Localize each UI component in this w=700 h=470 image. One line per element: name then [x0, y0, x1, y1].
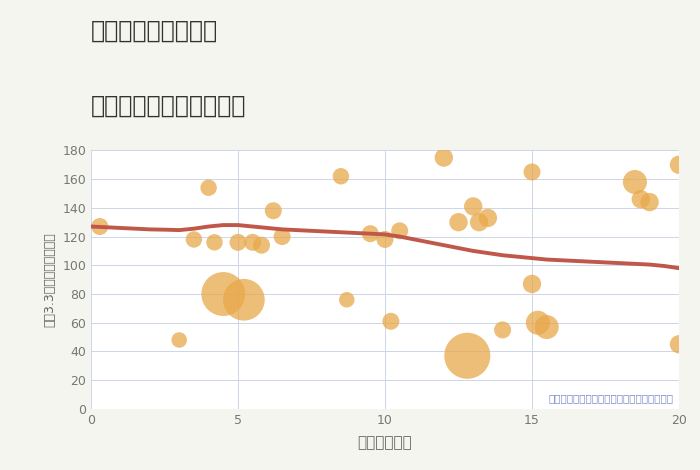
X-axis label: 駅距離（分）: 駅距離（分）	[358, 435, 412, 450]
Point	[644, 198, 655, 206]
Y-axis label: 坪（3.3㎡）単価（万円）: 坪（3.3㎡）単価（万円）	[43, 232, 57, 327]
Point	[247, 239, 258, 246]
Point	[276, 233, 288, 240]
Point	[468, 203, 479, 210]
Point	[394, 227, 405, 235]
Point	[238, 296, 249, 304]
Point	[365, 230, 376, 237]
Point	[473, 219, 484, 226]
Point	[673, 161, 685, 169]
Point	[673, 340, 685, 348]
Point	[541, 323, 552, 331]
Text: 千葉県船橋市栄町の: 千葉県船橋市栄町の	[91, 19, 218, 43]
Point	[385, 318, 396, 325]
Point	[497, 326, 508, 334]
Point	[94, 223, 106, 230]
Point	[267, 207, 279, 214]
Point	[635, 196, 646, 203]
Point	[203, 184, 214, 191]
Point	[341, 296, 352, 304]
Point	[335, 172, 346, 180]
Point	[188, 235, 199, 243]
Point	[482, 214, 493, 222]
Point	[379, 235, 391, 243]
Point	[438, 154, 449, 161]
Point	[629, 178, 641, 186]
Point	[218, 290, 229, 298]
Text: 駅距離別中古戸建て価格: 駅距離別中古戸建て価格	[91, 94, 246, 118]
Point	[453, 219, 464, 226]
Point	[256, 242, 267, 249]
Point	[174, 336, 185, 344]
Point	[532, 319, 543, 327]
Point	[232, 239, 244, 246]
Point	[462, 352, 473, 360]
Point	[526, 168, 538, 176]
Point	[526, 280, 538, 288]
Point	[209, 239, 220, 246]
Text: 円の大きさは、取引のあった物件面積を示す: 円の大きさは、取引のあった物件面積を示す	[548, 393, 673, 403]
